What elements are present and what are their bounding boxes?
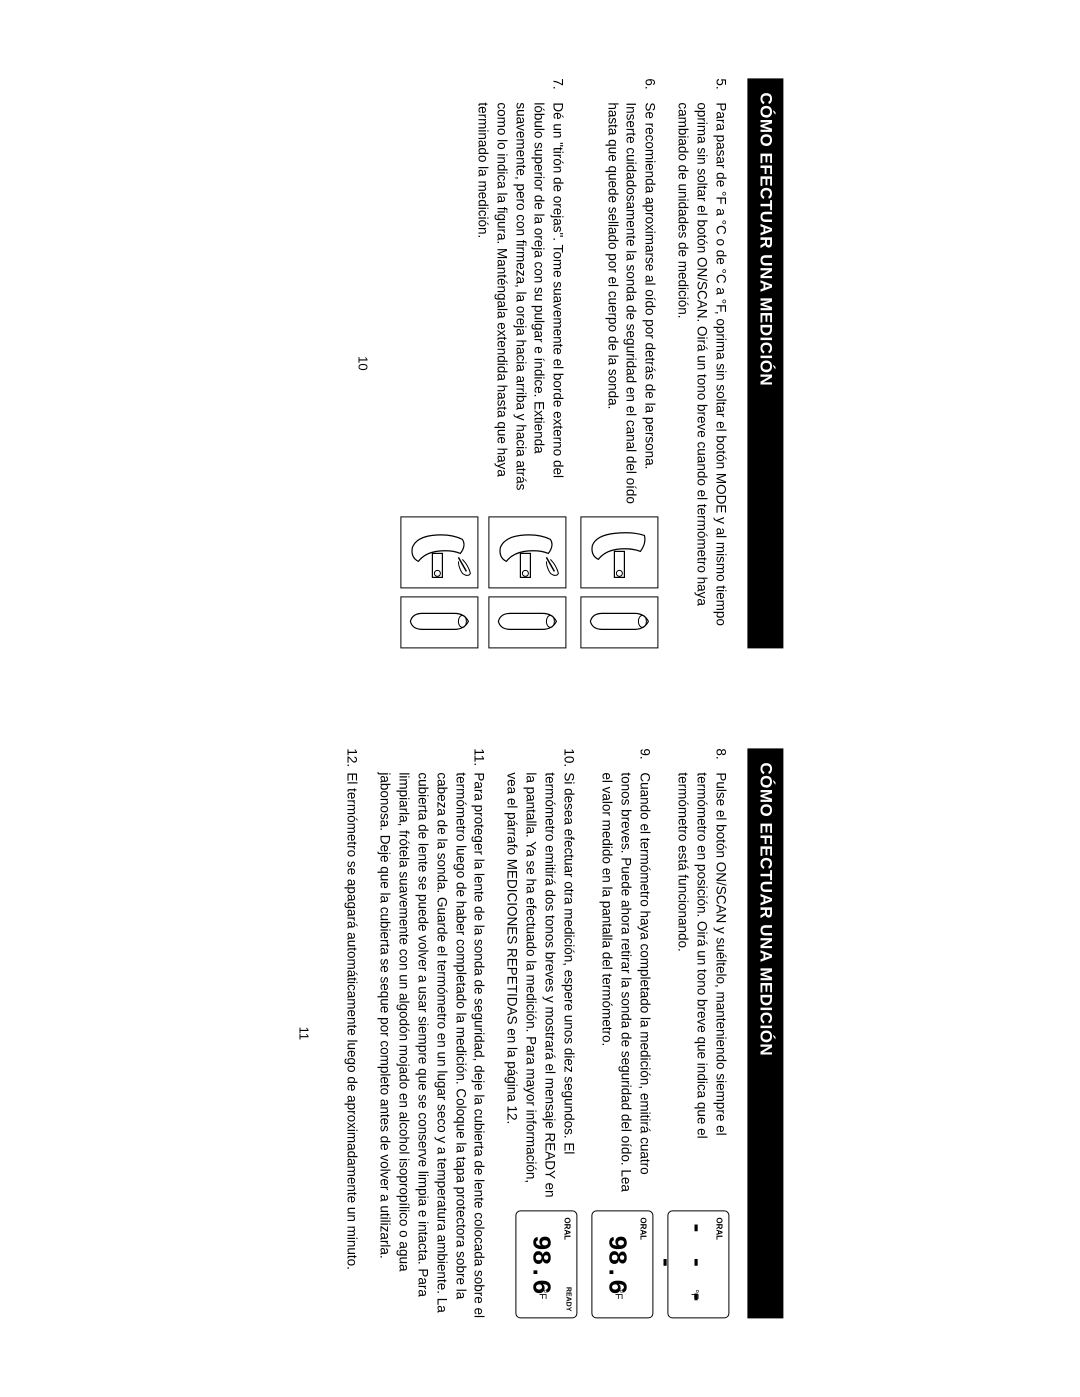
item-text: Para proteger la lente de la sonda de se… <box>374 772 487 1318</box>
item-content: Pulse el botón ON/SCAN y suéltelo, mante… <box>667 772 729 1318</box>
ear-figure <box>581 516 659 588</box>
item-content: Cuando el termómetro haya completado la … <box>591 772 653 1318</box>
item-content: Para pasar de °F a °C o de °C a °F, opri… <box>673 102 730 648</box>
right-header: CÓMO EFECTUAR UNA MEDICIÓN <box>747 748 783 1318</box>
left-page: CÓMO EFECTUAR UNA MEDICIÓN 5. Para pasar… <box>277 53 804 673</box>
instruction-item: 7. Dé un "tirón de orejas". Tome suaveme… <box>401 78 567 648</box>
display-dashes: - - - - <box>649 1217 711 1311</box>
probe-figure <box>581 596 659 648</box>
instruction-item: 12. El termómetro se apagará automáticam… <box>342 748 361 1318</box>
instruction-item: 10. Si desea efectuar otra medición, esp… <box>502 748 578 1318</box>
item-number: 9. <box>591 748 653 772</box>
left-header: CÓMO EFECTUAR UNA MEDICIÓN <box>747 78 783 648</box>
item-content: El termómetro se apagará automáticamente… <box>342 772 361 1318</box>
right-instruction-list: 8. Pulse el botón ON/SCAN y suéltelo, ma… <box>342 748 730 1318</box>
probe-figure <box>489 596 567 648</box>
display-unit: °F <box>686 1289 700 1299</box>
page-number: 11 <box>297 748 312 1318</box>
ear-pull-figure <box>489 516 567 588</box>
item-number: 8. <box>667 748 729 772</box>
item-number: 12. <box>342 748 361 772</box>
display-mode-label: ORAL <box>561 1217 572 1240</box>
lcd-display: ORAL - - - - °F <box>667 1210 729 1318</box>
right-page: CÓMO EFECTUAR UNA MEDICIÓN 8. Pulse el b… <box>277 723 804 1343</box>
item-text: Dé un "tirón de orejas". Tome suavemente… <box>401 102 567 504</box>
display-unit: °F <box>534 1289 548 1299</box>
display-mode-label: ORAL <box>637 1217 648 1240</box>
page-number: 10 <box>356 78 371 648</box>
lcd-display: ORAL 98.6 °F <box>591 1210 653 1318</box>
item-figures <box>401 516 567 648</box>
display-mode-label: ORAL <box>713 1217 724 1240</box>
item-content: Se recomienda aproximarse al oído por de… <box>581 102 659 648</box>
item-text: Para pasar de °F a °C o de °C a °F, opri… <box>673 102 730 648</box>
instruction-item: 8. Pulse el botón ON/SCAN y suéltelo, ma… <box>667 748 729 1318</box>
item-content: Dé un "tirón de orejas". Tome suavemente… <box>401 102 567 648</box>
item-figures <box>581 516 659 648</box>
item-content: Para proteger la lente de la sonda de se… <box>374 772 487 1318</box>
item-number: 5. <box>673 78 730 102</box>
item-number: 10. <box>502 748 578 772</box>
item-text: Pulse el botón ON/SCAN y suéltelo, mante… <box>667 772 729 1198</box>
instruction-item: 6. Se recomienda aproximarse al oído por… <box>581 78 659 648</box>
instruction-item: 11. Para proteger la lente de la sonda d… <box>374 748 487 1318</box>
display-unit: °F <box>610 1289 624 1299</box>
item-number: 11. <box>374 748 487 772</box>
rotated-spread: CÓMO EFECTUAR UNA MEDICIÓN 5. Para pasar… <box>277 53 804 1343</box>
item-text: Si desea efectuar otra medición, espere … <box>502 772 578 1198</box>
display-ready-label: READY <box>563 1287 573 1312</box>
lcd-display: ORAL READY 98.6 °F <box>515 1210 577 1318</box>
probe-figure <box>401 596 479 648</box>
item-number: 6. <box>581 78 659 102</box>
item-text: Cuando el termómetro haya completado la … <box>591 772 653 1198</box>
item-text: El termómetro se apagará automáticamente… <box>342 772 361 1318</box>
ear-pull-figure-2 <box>401 516 479 588</box>
item-text: Se recomienda aproximarse al oído por de… <box>581 102 659 504</box>
instruction-item: 9. Cuando el termómetro haya completado … <box>591 748 653 1318</box>
item-content: Si desea efectuar otra medición, espere … <box>502 772 578 1318</box>
item-number: 7. <box>401 78 567 102</box>
left-instruction-list: 5. Para pasar de °F a °C o de °C a °F, o… <box>401 78 730 648</box>
instruction-item: 5. Para pasar de °F a °C o de °C a °F, o… <box>673 78 730 648</box>
